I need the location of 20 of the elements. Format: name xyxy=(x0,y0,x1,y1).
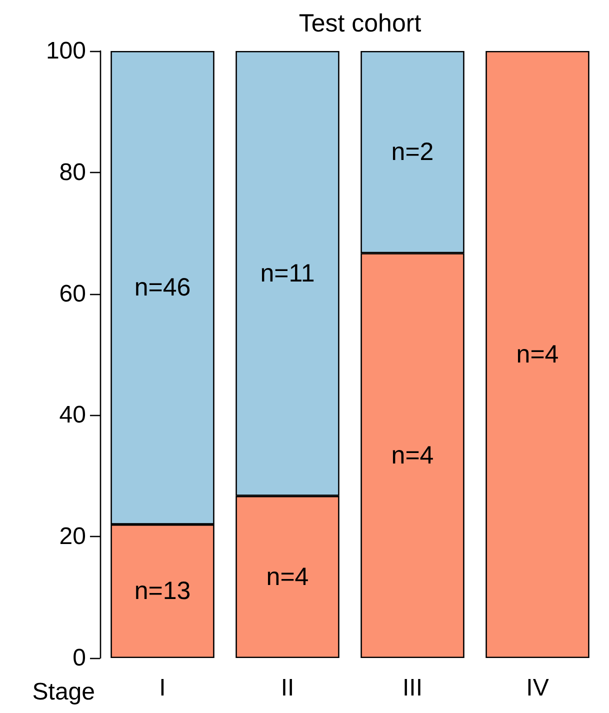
x-tick-label: IV xyxy=(526,674,549,702)
chart-title: Test cohort xyxy=(298,10,422,38)
y-tick-label: 100 xyxy=(46,38,86,64)
annotation: n=2 xyxy=(391,138,434,166)
x-tick-label: II xyxy=(280,674,294,702)
y-tick-label: 0 xyxy=(72,644,86,672)
annotation: n=13 xyxy=(134,577,191,606)
annotation: n=4 xyxy=(391,442,434,470)
annotation: n=11 xyxy=(260,259,315,288)
x-axis-title: Stage xyxy=(32,678,95,706)
x-tick-label: I xyxy=(159,674,166,702)
y-tick-label: 80 xyxy=(59,158,86,186)
bar xyxy=(486,51,590,658)
y-tick-label: 40 xyxy=(59,402,86,429)
annotation: n=4 xyxy=(516,340,559,368)
y-tick-label: 20 xyxy=(59,523,86,550)
x-tick-label: III xyxy=(402,674,423,702)
annotation: n=4 xyxy=(266,562,309,591)
y-tick-label: 60 xyxy=(59,280,86,308)
annotation: n=46 xyxy=(134,274,191,302)
